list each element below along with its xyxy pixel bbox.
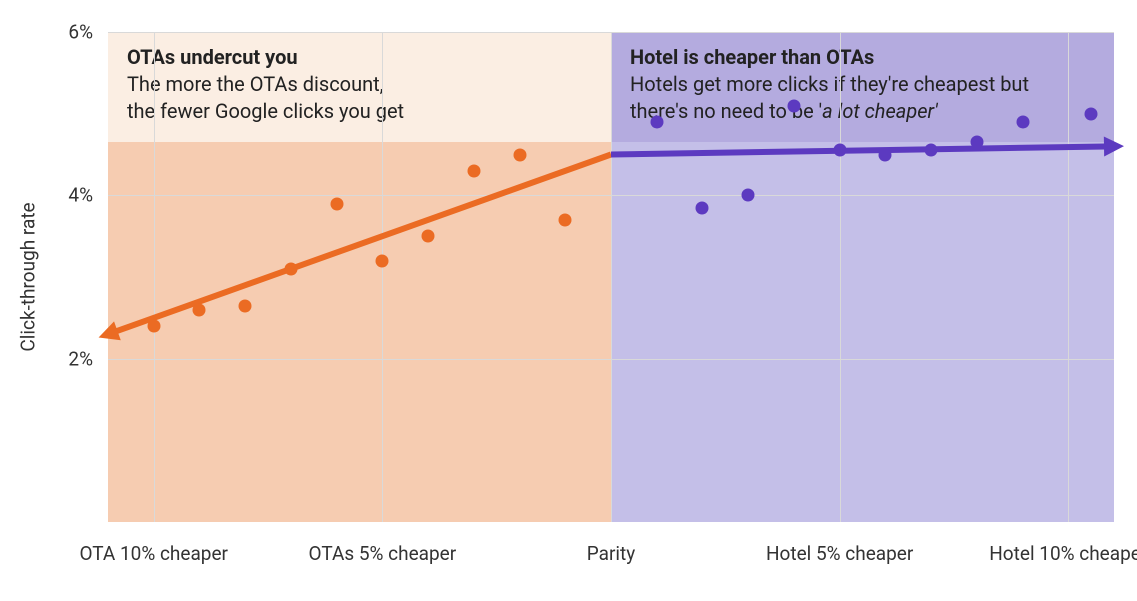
left-data-point — [422, 230, 435, 243]
plot-area: OTAs undercut youThe more the OTAs disco… — [108, 32, 1114, 522]
right-data-point — [925, 144, 938, 157]
gridline-horizontal — [108, 32, 1114, 33]
left-data-point — [467, 164, 480, 177]
gridline-vertical — [1068, 32, 1069, 522]
left-annotation: OTAs undercut youThe more the OTAs disco… — [127, 44, 603, 125]
right-annotation-title: Hotel is cheaper than OTAs — [630, 44, 1106, 71]
left-data-point — [147, 320, 160, 333]
x-tick-label: OTAs 5% cheaper — [309, 542, 457, 565]
left-annotation-body: The more the OTAs discount,the fewer Goo… — [127, 71, 603, 125]
y-tick-label: 2% — [68, 347, 93, 370]
y-tick-label: 6% — [68, 21, 93, 44]
gridline-horizontal — [108, 359, 1114, 360]
left-annotation-title: OTAs undercut you — [127, 44, 603, 71]
right-data-point — [879, 148, 892, 161]
left-data-point — [376, 254, 389, 267]
gridline-vertical — [611, 32, 612, 522]
right-data-point — [742, 189, 755, 202]
left-data-point — [284, 262, 297, 275]
gridline-vertical — [382, 32, 383, 522]
x-tick-label: Hotel 5% cheaper — [766, 542, 913, 565]
right-annotation-body: Hotels get more clicks if they're cheape… — [630, 71, 1106, 125]
gridline-vertical — [154, 32, 155, 522]
y-axis-label: Click-through rate — [17, 202, 40, 351]
x-tick-label: Parity — [587, 542, 635, 565]
y-tick-label: 4% — [68, 184, 93, 207]
left-data-point — [330, 197, 343, 210]
left-data-point — [559, 213, 572, 226]
left-data-point — [193, 303, 206, 316]
left-data-point — [513, 148, 526, 161]
x-tick-label: OTA 10% cheaper — [79, 542, 228, 565]
left-data-point — [239, 299, 252, 312]
gridline-vertical — [840, 32, 841, 522]
right-data-point — [1016, 115, 1029, 128]
right-data-point — [787, 99, 800, 112]
right-data-point — [1085, 107, 1098, 120]
gridline-horizontal — [108, 195, 1114, 196]
ctr-vs-parity-chart: OTAs undercut youThe more the OTAs disco… — [0, 0, 1137, 601]
right-data-point — [696, 201, 709, 214]
x-tick-label: Hotel 10% cheaper — [989, 542, 1137, 565]
right-annotation: Hotel is cheaper than OTAsHotels get mor… — [630, 44, 1106, 125]
right-data-point — [970, 136, 983, 149]
right-data-point — [650, 115, 663, 128]
right-data-point — [833, 144, 846, 157]
